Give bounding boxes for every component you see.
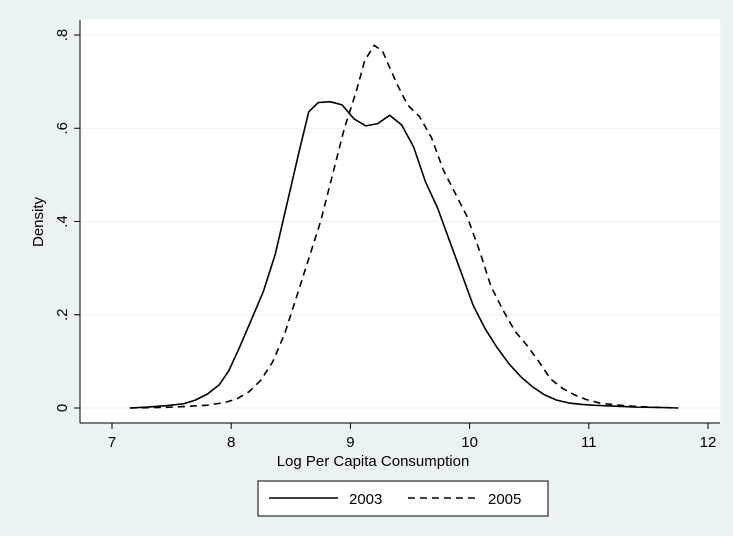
y-tick-label: .2 <box>54 308 71 321</box>
y-tick-label: 0 <box>54 404 71 412</box>
y-tick-label: .4 <box>54 215 71 228</box>
y-tick-label: .8 <box>54 29 71 42</box>
x-tick-label: 10 <box>461 434 478 451</box>
y-axis-title: Density <box>30 196 47 247</box>
legend-label-2005: 2005 <box>488 491 521 508</box>
legend: 2003 2005 <box>257 480 549 517</box>
x-tick-label: 7 <box>108 434 116 451</box>
x-tick-label: 12 <box>700 434 717 451</box>
series-line-2003 <box>129 100 679 409</box>
x-tick-label: 9 <box>346 434 354 451</box>
x-tick-label: 11 <box>581 434 597 451</box>
legend-label-2003: 2003 <box>349 491 382 508</box>
y-tick-label: .6 <box>54 122 71 135</box>
series-line-2005 <box>129 44 679 409</box>
grid-lines <box>80 34 720 409</box>
series-lines <box>129 44 679 409</box>
x-tick-label: 8 <box>227 434 235 451</box>
x-axis-title: Log Per Capita Consumption <box>277 453 470 470</box>
axis-ticks: 0 .2 .4 .6 .8 7 8 9 10 11 12 <box>54 29 716 451</box>
